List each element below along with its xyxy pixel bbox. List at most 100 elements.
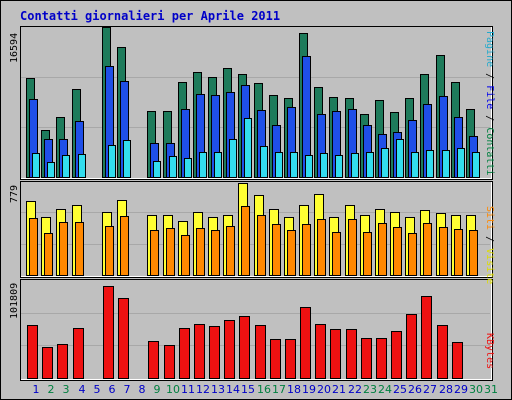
bar-contatti-pagine-day-11 xyxy=(184,158,192,178)
bar-kbytes-kbytes-day-22 xyxy=(346,329,357,379)
bar-contatti-pagine-day-24 xyxy=(381,148,389,178)
bar-contatti-pagine-day-28 xyxy=(442,150,450,178)
bar-visite-siti-day-22 xyxy=(348,219,357,276)
bar-contatti-pagine-day-9 xyxy=(153,161,161,178)
bar-kbytes-kbytes-day-6 xyxy=(103,286,114,379)
bar-contatti-pagine-day-4 xyxy=(78,154,86,178)
bar-contatti-pagine-day-16 xyxy=(260,146,268,178)
x-tick-label-day-22: 22 xyxy=(348,383,362,396)
x-axis-days: 1 2 3 4 5 6 7 8 9 10 11 12 13 14 15 16 17 18 19 20 21 22 23 24 2… xyxy=(21,383,499,397)
bar-contatti-pagine-day-25 xyxy=(396,139,404,178)
bar-kbytes-kbytes-day-14 xyxy=(224,320,235,379)
bar-contatti-pagine-day-22 xyxy=(351,153,359,178)
bar-kbytes-kbytes-day-15 xyxy=(239,316,250,379)
bar-contatti-pagine-day-27 xyxy=(426,150,434,178)
bar-visite-siti-day-3 xyxy=(59,222,68,276)
bar-visite-siti-day-13 xyxy=(211,230,220,276)
bar-contatti-pagine-day-20 xyxy=(320,153,328,178)
x-tick-label-day-6: 6 xyxy=(108,383,116,396)
x-tick-label-day-30: 30 xyxy=(469,383,483,396)
bar-visite-siti-day-10 xyxy=(166,228,175,276)
bar-kbytes-kbytes-day-26 xyxy=(406,314,417,379)
bar-kbytes-kbytes-day-17 xyxy=(270,339,281,379)
bar-kbytes-kbytes-day-25 xyxy=(391,331,402,379)
bar-contatti-pagine-day-7 xyxy=(123,140,131,178)
bar-kbytes-kbytes-day-23 xyxy=(361,338,372,379)
x-tick-label-day-27: 27 xyxy=(423,383,437,396)
bar-contatti-pagine-day-3 xyxy=(62,155,70,178)
bar-contatti-pagine-day-13 xyxy=(214,152,222,178)
chart-title: Contatti giornalieri per Aprile 2011 xyxy=(20,9,281,23)
bar-kbytes-kbytes-day-3 xyxy=(57,344,68,379)
bar-visite-siti-day-20 xyxy=(317,219,326,276)
x-tick-label-day-11: 11 xyxy=(181,383,195,396)
x-tick-label-day-26: 26 xyxy=(408,383,422,396)
x-tick-label-day-3: 3 xyxy=(62,383,70,396)
x-tick-label-day-4: 4 xyxy=(78,383,86,396)
bar-contatti-pagine-day-12 xyxy=(199,152,207,178)
x-tick-label-day-13: 13 xyxy=(211,383,225,396)
bar-visite-siti-day-25 xyxy=(393,227,402,276)
bar-kbytes-kbytes-day-4 xyxy=(73,328,84,379)
bar-visite-siti-day-4 xyxy=(75,222,84,276)
x-tick-label-day-23: 23 xyxy=(363,383,377,396)
x-tick-label-day-31: 31 xyxy=(484,383,498,396)
x-tick-label-day-24: 24 xyxy=(378,383,392,396)
bar-kbytes-kbytes-day-10 xyxy=(164,345,175,379)
bar-kbytes-kbytes-day-7 xyxy=(118,298,129,379)
bar-visite-siti-day-16 xyxy=(257,215,266,276)
x-tick-label-day-21: 21 xyxy=(332,383,346,396)
bar-contatti-pagine-day-6 xyxy=(108,145,116,178)
bar-contatti-pagine-day-23 xyxy=(366,152,374,178)
x-tick-label-day-2: 2 xyxy=(47,383,55,396)
bar-visite-siti-day-21 xyxy=(332,232,341,276)
x-tick-label-day-7: 7 xyxy=(123,383,131,396)
x-tick-label-day-17: 17 xyxy=(272,383,286,396)
bar-visite-siti-day-28 xyxy=(439,227,448,276)
bar-visite-siti-day-29 xyxy=(454,229,463,276)
bar-contatti-pagine-day-14 xyxy=(229,139,237,178)
bar-kbytes-kbytes-day-9 xyxy=(148,341,159,379)
bar-visite-siti-day-18 xyxy=(287,230,296,276)
bar-kbytes-kbytes-day-11 xyxy=(179,328,190,379)
x-tick-label-day-1: 1 xyxy=(32,383,40,396)
bar-visite-siti-day-1 xyxy=(29,218,38,276)
bar-visite-siti-day-19 xyxy=(302,224,311,276)
bar-visite-siti-day-30 xyxy=(469,230,478,276)
bar-visite-siti-day-17 xyxy=(272,224,281,276)
x-tick-label-day-5: 5 xyxy=(93,383,101,396)
x-tick-label-day-20: 20 xyxy=(317,383,331,396)
bar-kbytes-kbytes-day-16 xyxy=(255,325,266,379)
bar-kbytes-kbytes-day-27 xyxy=(421,296,432,379)
bar-visite-siti-day-11 xyxy=(181,235,190,276)
bar-visite-siti-day-15 xyxy=(241,206,250,276)
bar-visite-siti-day-23 xyxy=(363,232,372,276)
x-tick-label-day-12: 12 xyxy=(196,383,210,396)
bar-visite-siti-day-14 xyxy=(226,226,235,276)
bar-visite-siti-day-9 xyxy=(150,230,159,276)
bar-kbytes-kbytes-day-21 xyxy=(330,329,341,379)
bar-visite-siti-day-7 xyxy=(120,216,129,276)
x-tick-label-day-16: 16 xyxy=(257,383,271,396)
x-tick-label-day-14: 14 xyxy=(226,383,240,396)
x-tick-label-day-10: 10 xyxy=(166,383,180,396)
bar-kbytes-kbytes-day-19 xyxy=(300,307,311,379)
bar-kbytes-kbytes-day-29 xyxy=(452,342,463,379)
bar-kbytes-kbytes-day-20 xyxy=(315,324,326,379)
bar-contatti-pagine-day-29 xyxy=(457,148,465,178)
x-tick-label-day-9: 9 xyxy=(153,383,161,396)
bar-visite-siti-day-24 xyxy=(378,223,387,276)
bar-contatti-pagine-day-1 xyxy=(32,153,40,178)
bar-contatti-pagine-day-17 xyxy=(275,152,283,178)
x-tick-label-day-28: 28 xyxy=(439,383,453,396)
bar-kbytes-kbytes-day-28 xyxy=(437,325,448,379)
bar-contatti-pagine-day-19 xyxy=(305,155,313,178)
bar-kbytes-kbytes-day-18 xyxy=(285,339,296,379)
bar-contatti-pagine-day-2 xyxy=(47,162,55,178)
x-tick-label-day-19: 19 xyxy=(302,383,316,396)
bar-contatti-pagine-day-10 xyxy=(169,156,177,178)
bar-visite-siti-day-26 xyxy=(408,233,417,276)
bar-contatti-pagine-day-15 xyxy=(244,118,252,178)
